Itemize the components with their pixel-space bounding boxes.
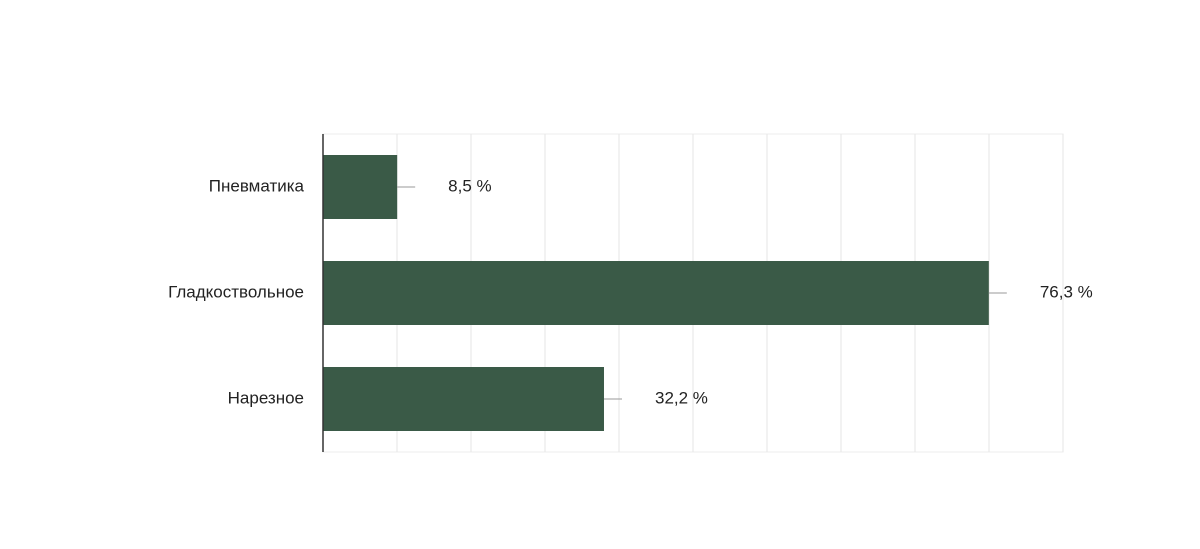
value-label: 76,3 % bbox=[1040, 282, 1093, 301]
y-tick-label: Нарезное bbox=[228, 388, 304, 407]
bar bbox=[323, 155, 398, 219]
bar bbox=[323, 261, 989, 325]
y-tick-label: Гладкоствольное bbox=[168, 282, 304, 301]
value-label: 8,5 % bbox=[448, 176, 491, 195]
y-tick-label: Пневматика bbox=[209, 176, 305, 195]
bar bbox=[323, 367, 604, 431]
value-label: 32,2 % bbox=[655, 388, 708, 407]
